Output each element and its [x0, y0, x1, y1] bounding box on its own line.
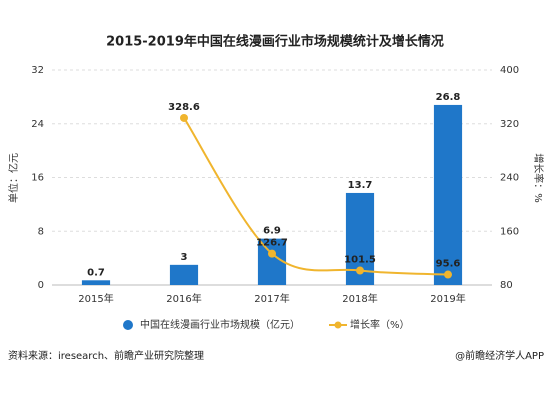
x-tick-label: 2017年 — [254, 292, 289, 305]
y2-tick-label: 80 — [500, 280, 513, 291]
chart-title: 2015-2019年中国在线漫画行业市场规模统计及增长情况 — [106, 34, 444, 50]
x-tick-label: 2018年 — [342, 292, 377, 305]
y-tick-label: 32 — [31, 65, 44, 76]
legend-label: 增长率（%） — [350, 318, 410, 331]
line — [183, 117, 449, 276]
bar — [169, 264, 199, 285]
bar-value-label: 6.9 — [263, 226, 281, 237]
y2-tick-label: 320 — [500, 119, 519, 130]
x-tick-label: 2015年 — [78, 292, 113, 305]
x-tick-label: 2019年 — [430, 292, 465, 305]
y2-tick-label: 160 — [500, 226, 519, 237]
bar — [81, 280, 111, 285]
y-tick-label: 16 — [31, 173, 44, 184]
bar-value-label: 13.7 — [348, 180, 373, 191]
legend-label: 中国在线漫画行业市场规模（亿元） — [140, 318, 300, 331]
y2-tick-label: 400 — [500, 65, 519, 76]
x-tick-label: 2016年 — [166, 292, 201, 305]
credit: @前瞻经济学人APP — [455, 349, 544, 362]
bar-value-label: 3 — [181, 252, 188, 263]
y2-tick-label: 240 — [500, 173, 519, 184]
legend-swatch — [123, 320, 133, 330]
y-tick-label: 0 — [38, 280, 44, 291]
line-value-label: 328.6 — [168, 102, 200, 113]
bar — [433, 104, 463, 285]
legend-swatch — [334, 321, 342, 329]
y-tick-label: 24 — [31, 119, 44, 130]
line-value-label: 95.6 — [436, 259, 461, 270]
line-marker — [444, 270, 452, 279]
source: 资料来源：iresearch、前瞻产业研究院整理 — [8, 349, 204, 362]
bar-value-label: 0.7 — [87, 267, 105, 278]
y-axis-label: 单位：亿元 — [7, 153, 20, 203]
line-marker — [268, 249, 276, 258]
line-value-label: 126.7 — [256, 238, 288, 249]
bar-value-label: 26.8 — [436, 92, 461, 103]
line-value-label: 101.5 — [344, 255, 376, 266]
bar — [257, 238, 287, 285]
y-tick-label: 8 — [38, 226, 44, 237]
line-marker — [180, 113, 188, 122]
line-marker — [356, 266, 364, 275]
y2-axis-label: 增长率：% — [532, 153, 545, 203]
